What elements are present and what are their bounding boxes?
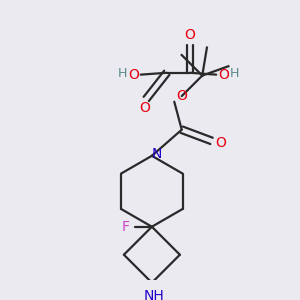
Text: O: O [128, 68, 139, 82]
Text: O: O [218, 68, 229, 82]
Text: N: N [151, 147, 162, 161]
Text: H: H [117, 67, 127, 80]
Text: H: H [230, 67, 240, 80]
Text: NH: NH [143, 289, 164, 300]
Text: O: O [176, 89, 187, 103]
Text: O: O [139, 101, 150, 115]
Text: O: O [215, 136, 226, 150]
Text: F: F [122, 220, 130, 234]
Text: O: O [185, 28, 196, 43]
